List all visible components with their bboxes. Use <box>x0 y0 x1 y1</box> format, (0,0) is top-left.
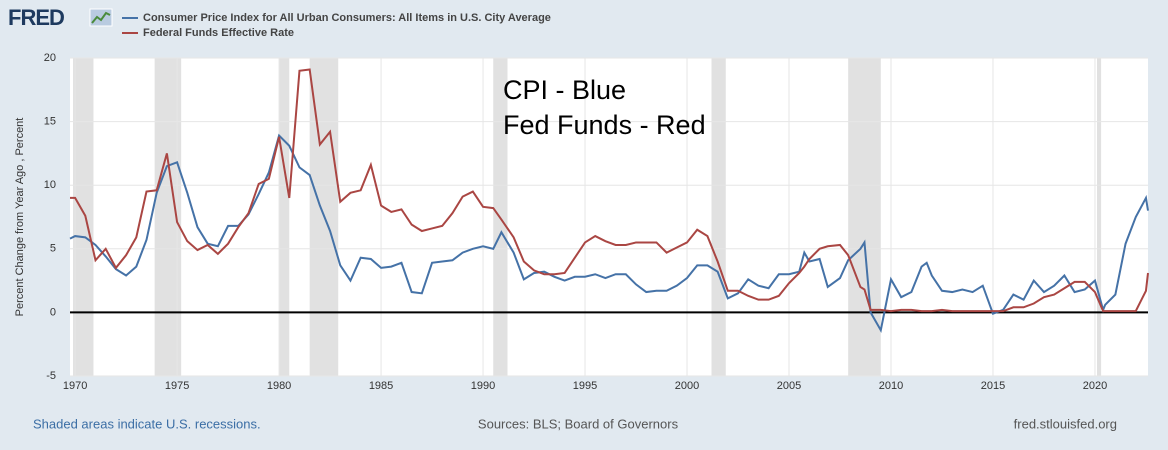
x-tick-label: 1990 <box>471 380 495 392</box>
recession-band <box>279 58 290 376</box>
y-tick-label: 5 <box>50 243 56 255</box>
series-line <box>70 68 1149 313</box>
x-tick-label: 2005 <box>777 380 801 392</box>
series-line <box>69 133 1149 334</box>
y-tick-label: 20 <box>44 52 56 64</box>
legend-label: Consumer Price Index for All Urban Consu… <box>143 12 551 24</box>
logo-icon <box>89 8 113 27</box>
x-tick-label: 2010 <box>879 380 903 392</box>
plot <box>69 57 1149 377</box>
y-tick-label: 15 <box>44 116 56 128</box>
footer-note: Shaded areas indicate U.S. recessions. <box>33 416 261 431</box>
annotation: Fed Funds - Red <box>503 110 706 140</box>
x-tick-label: 1985 <box>369 380 393 392</box>
y-tick-label: 0 <box>50 306 56 318</box>
logo: FRED <box>8 5 64 30</box>
recession-band <box>73 58 94 376</box>
x-tick-label: 1970 <box>63 380 87 392</box>
footer-sources: Sources: BLS; Board of Governors <box>478 416 679 431</box>
x-tick-label: 2000 <box>675 380 699 392</box>
y-axis-label: Percent Change from Year Ago , Percent <box>14 118 26 317</box>
x-tick-label: 2015 <box>981 380 1005 392</box>
recession-band <box>848 58 881 376</box>
x-tick-label: 1980 <box>267 380 291 392</box>
y-tick-label: 10 <box>44 179 56 191</box>
x-tick-label: 1975 <box>165 380 189 392</box>
x-tick-label: 1995 <box>573 380 597 392</box>
annotation: CPI - Blue <box>503 75 626 105</box>
footer-url[interactable]: fred.stlouisfed.org <box>1014 416 1117 431</box>
plot-area <box>70 58 1148 376</box>
recession-band <box>711 58 726 376</box>
x-tick-label: 2020 <box>1083 380 1107 392</box>
recession-band <box>1097 58 1102 376</box>
y-tick-label: -5 <box>46 370 56 382</box>
legend-label: Federal Funds Effective Rate <box>143 27 294 39</box>
